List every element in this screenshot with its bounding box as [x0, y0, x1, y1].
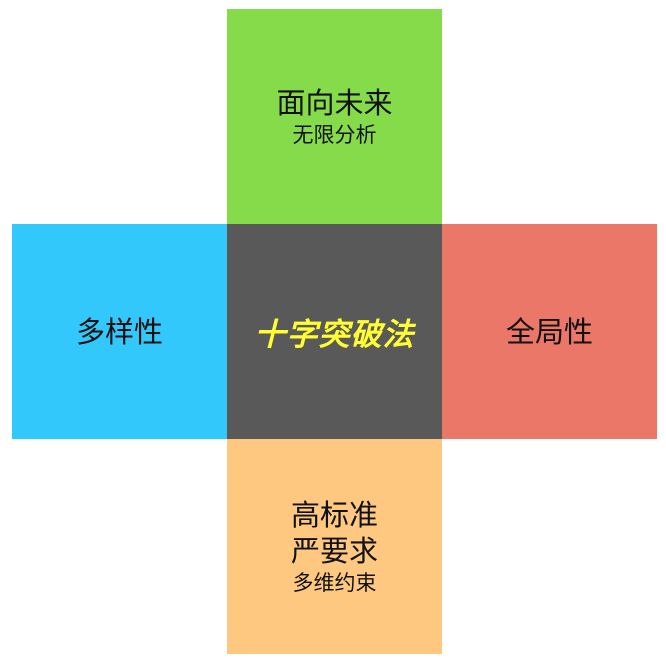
top-title: 面向未来 [276, 85, 393, 120]
center-label: 十字突破法 [254, 317, 415, 353]
right-block: 全局性 [442, 224, 657, 439]
right-title: 全局性 [505, 314, 593, 349]
bottom-subtitle: 多维约束 [292, 570, 377, 595]
top-block: 面向未来 无限分析 [227, 9, 442, 224]
bottom-title-line2: 严要求 [290, 533, 378, 568]
bottom-block: 高标准 严要求 多维约束 [227, 439, 442, 654]
top-subtitle: 无限分析 [292, 122, 377, 147]
left-block: 多样性 [12, 224, 227, 439]
left-title: 多样性 [75, 314, 163, 349]
bottom-title-line1: 高标准 [290, 497, 378, 532]
center-block: 十字突破法 [227, 224, 442, 439]
